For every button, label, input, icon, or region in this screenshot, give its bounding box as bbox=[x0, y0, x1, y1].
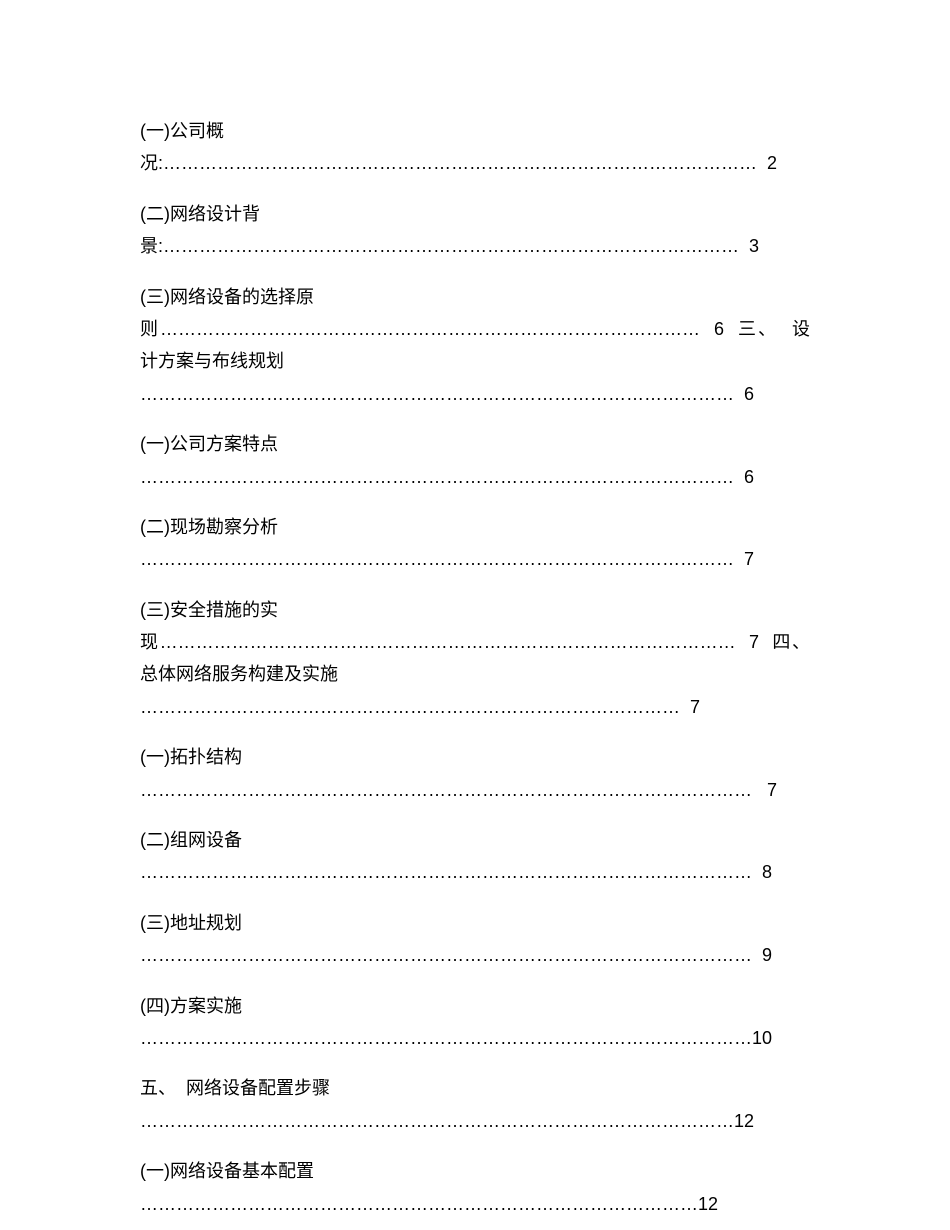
toc-entry: (三)地址规划 ……………………………………………………………………………………… bbox=[140, 907, 810, 972]
toc-entry: (三)网络设备的选择原 则………………………………………………………………………… bbox=[140, 281, 810, 411]
toc-entry: (三)安全措施的实 现……………………………………………………………………………… bbox=[140, 594, 810, 724]
table-of-contents: (一)公司概 况:…………………………………………………………………………………… bbox=[140, 115, 810, 1220]
toc-entry: (二)网络设计背 景:……………………………………………………………………………… bbox=[140, 198, 810, 263]
toc-entry: (一)拓扑结构 ……………………………………………………………………………………… bbox=[140, 741, 810, 806]
toc-entry: 五、 网络设备配置步骤 …………………………………………………………………………… bbox=[140, 1072, 810, 1137]
toc-entry: (二)组网设备 ……………………………………………………………………………………… bbox=[140, 824, 810, 889]
toc-entry: (一)公司方案特点 ………………………………………………………………………………… bbox=[140, 428, 810, 493]
toc-entry: (一)公司概 况:…………………………………………………………………………………… bbox=[140, 115, 810, 180]
toc-entry: (二)现场勘察分析 ………………………………………………………………………………… bbox=[140, 511, 810, 576]
toc-entry: (四)方案实施 ……………………………………………………………………………………… bbox=[140, 990, 810, 1055]
toc-entry: (一)网络设备基本配置 …………………………………………………………………………… bbox=[140, 1155, 810, 1220]
